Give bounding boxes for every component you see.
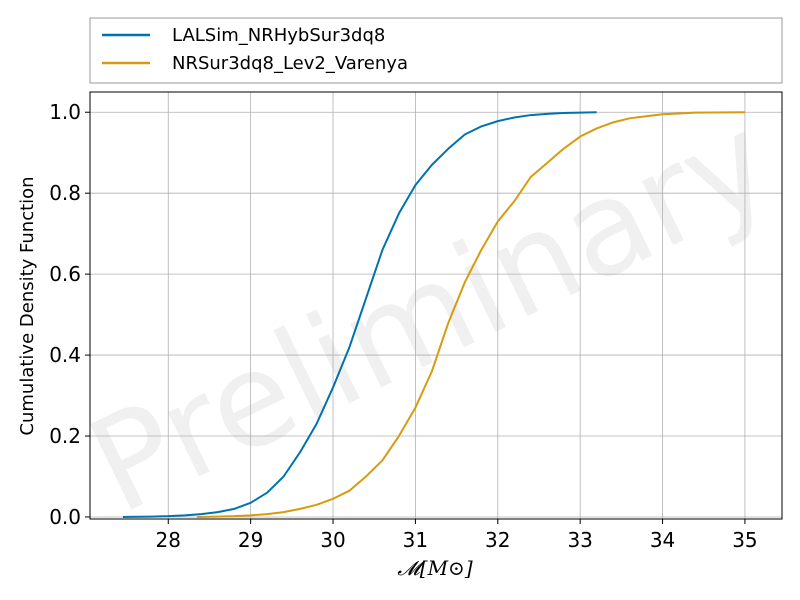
x-tick-label: 31 xyxy=(403,528,428,552)
grid-lines xyxy=(90,92,782,519)
legend-label-series-1: LALSim_NRHybSur3dq8 xyxy=(172,25,385,46)
y-tick-label: 0.8 xyxy=(49,181,81,205)
series-line-2 xyxy=(197,111,745,518)
y-tick-label: 0.4 xyxy=(49,343,81,367)
series-line-1 xyxy=(122,111,597,518)
x-axis-ticks: 28 29 30 31 32 33 34 35 xyxy=(156,519,758,552)
y-tick-label: 0.0 xyxy=(49,505,81,529)
x-tick-label: 30 xyxy=(320,528,345,552)
y-axis-ticks: 0.0 0.2 0.4 0.6 0.8 1.0 xyxy=(49,100,90,529)
x-axis-label: 𝓜[M⊙] xyxy=(397,556,472,580)
watermark: Preliminary xyxy=(67,84,793,542)
x-tick-label: 35 xyxy=(732,528,757,552)
y-axis-label: Cumulative Density Function xyxy=(17,176,38,435)
y-tick-label: 0.6 xyxy=(49,262,81,286)
legend-box xyxy=(89,17,783,84)
y-tick-label: 1.0 xyxy=(49,100,81,124)
x-tick-label: 32 xyxy=(485,528,510,552)
x-tick-label: 29 xyxy=(238,528,263,552)
x-tick-label: 33 xyxy=(567,528,592,552)
y-tick-label: 0.2 xyxy=(49,424,81,448)
legend: LALSim_NRHybSur3dq8 NRSur3dq8_Lev2_Varen… xyxy=(89,17,783,84)
series-lines xyxy=(122,111,745,518)
x-tick-label: 34 xyxy=(650,528,675,552)
plot-frame xyxy=(89,91,783,520)
legend-label-series-2: NRSur3dq8_Lev2_Varenya xyxy=(172,53,408,74)
x-tick-label: 28 xyxy=(156,528,181,552)
